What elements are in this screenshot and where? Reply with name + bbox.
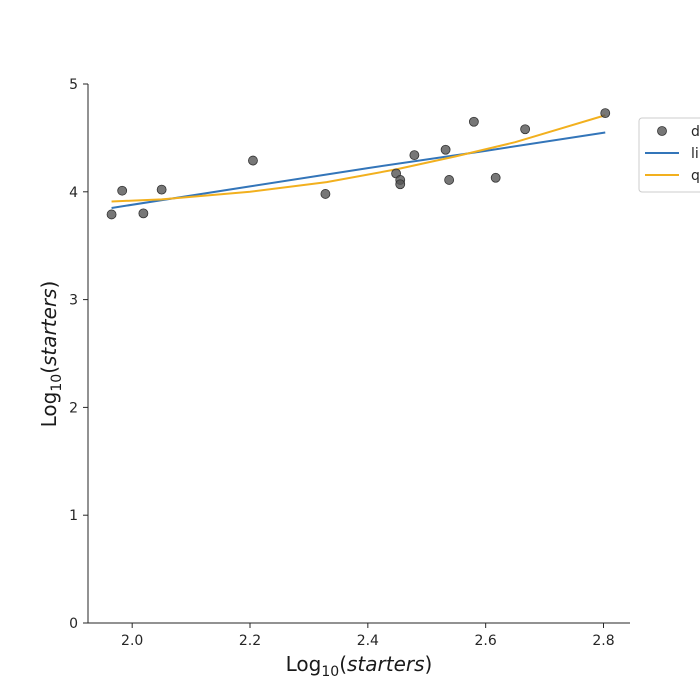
axes [87, 84, 630, 624]
x-ticks: 2.0 2.2 2.4 2.6 2.8 [121, 623, 615, 649]
legend-frame [638, 117, 700, 193]
data-point [248, 155, 258, 166]
legend-label-d: d [691, 124, 700, 140]
data-point [468, 116, 479, 127]
data-point [320, 189, 331, 199]
series-line-q [111, 114, 606, 203]
data-point [395, 179, 406, 190]
legend-marker-d [657, 126, 667, 136]
plot-area [106, 108, 611, 220]
legend-label-li: li [691, 146, 699, 162]
y-tick-label: 4 [69, 185, 78, 201]
legend: d li q [638, 117, 700, 193]
data-point [106, 209, 117, 220]
x-axis-label: Log10(starters) [286, 652, 433, 680]
data-point [138, 208, 149, 219]
data-point [156, 184, 167, 195]
data-point [440, 144, 451, 155]
data-point [600, 108, 611, 119]
x-tick-label: 2.8 [592, 633, 614, 649]
series-line-li [111, 131, 606, 209]
legend-label-q: q [691, 168, 700, 184]
y-tick-label: 1 [69, 508, 78, 524]
y-tick-label: 2 [69, 400, 78, 416]
data-point [409, 150, 420, 161]
x-tick-label: 2.4 [357, 633, 379, 649]
y-tick-label: 3 [69, 293, 78, 309]
y-tick-label: 0 [69, 616, 78, 632]
x-tick-label: 2.0 [121, 633, 143, 649]
data-point [444, 175, 455, 185]
data-point [490, 172, 501, 183]
y-tick-label: 5 [69, 77, 78, 93]
data-point [117, 185, 128, 196]
y-axis-label: Log10(starters) [37, 281, 65, 428]
x-tick-label: 2.6 [475, 633, 497, 649]
y-ticks: 0 1 2 3 4 5 [69, 77, 88, 632]
x-tick-label: 2.2 [239, 633, 261, 649]
data-point [520, 124, 531, 135]
